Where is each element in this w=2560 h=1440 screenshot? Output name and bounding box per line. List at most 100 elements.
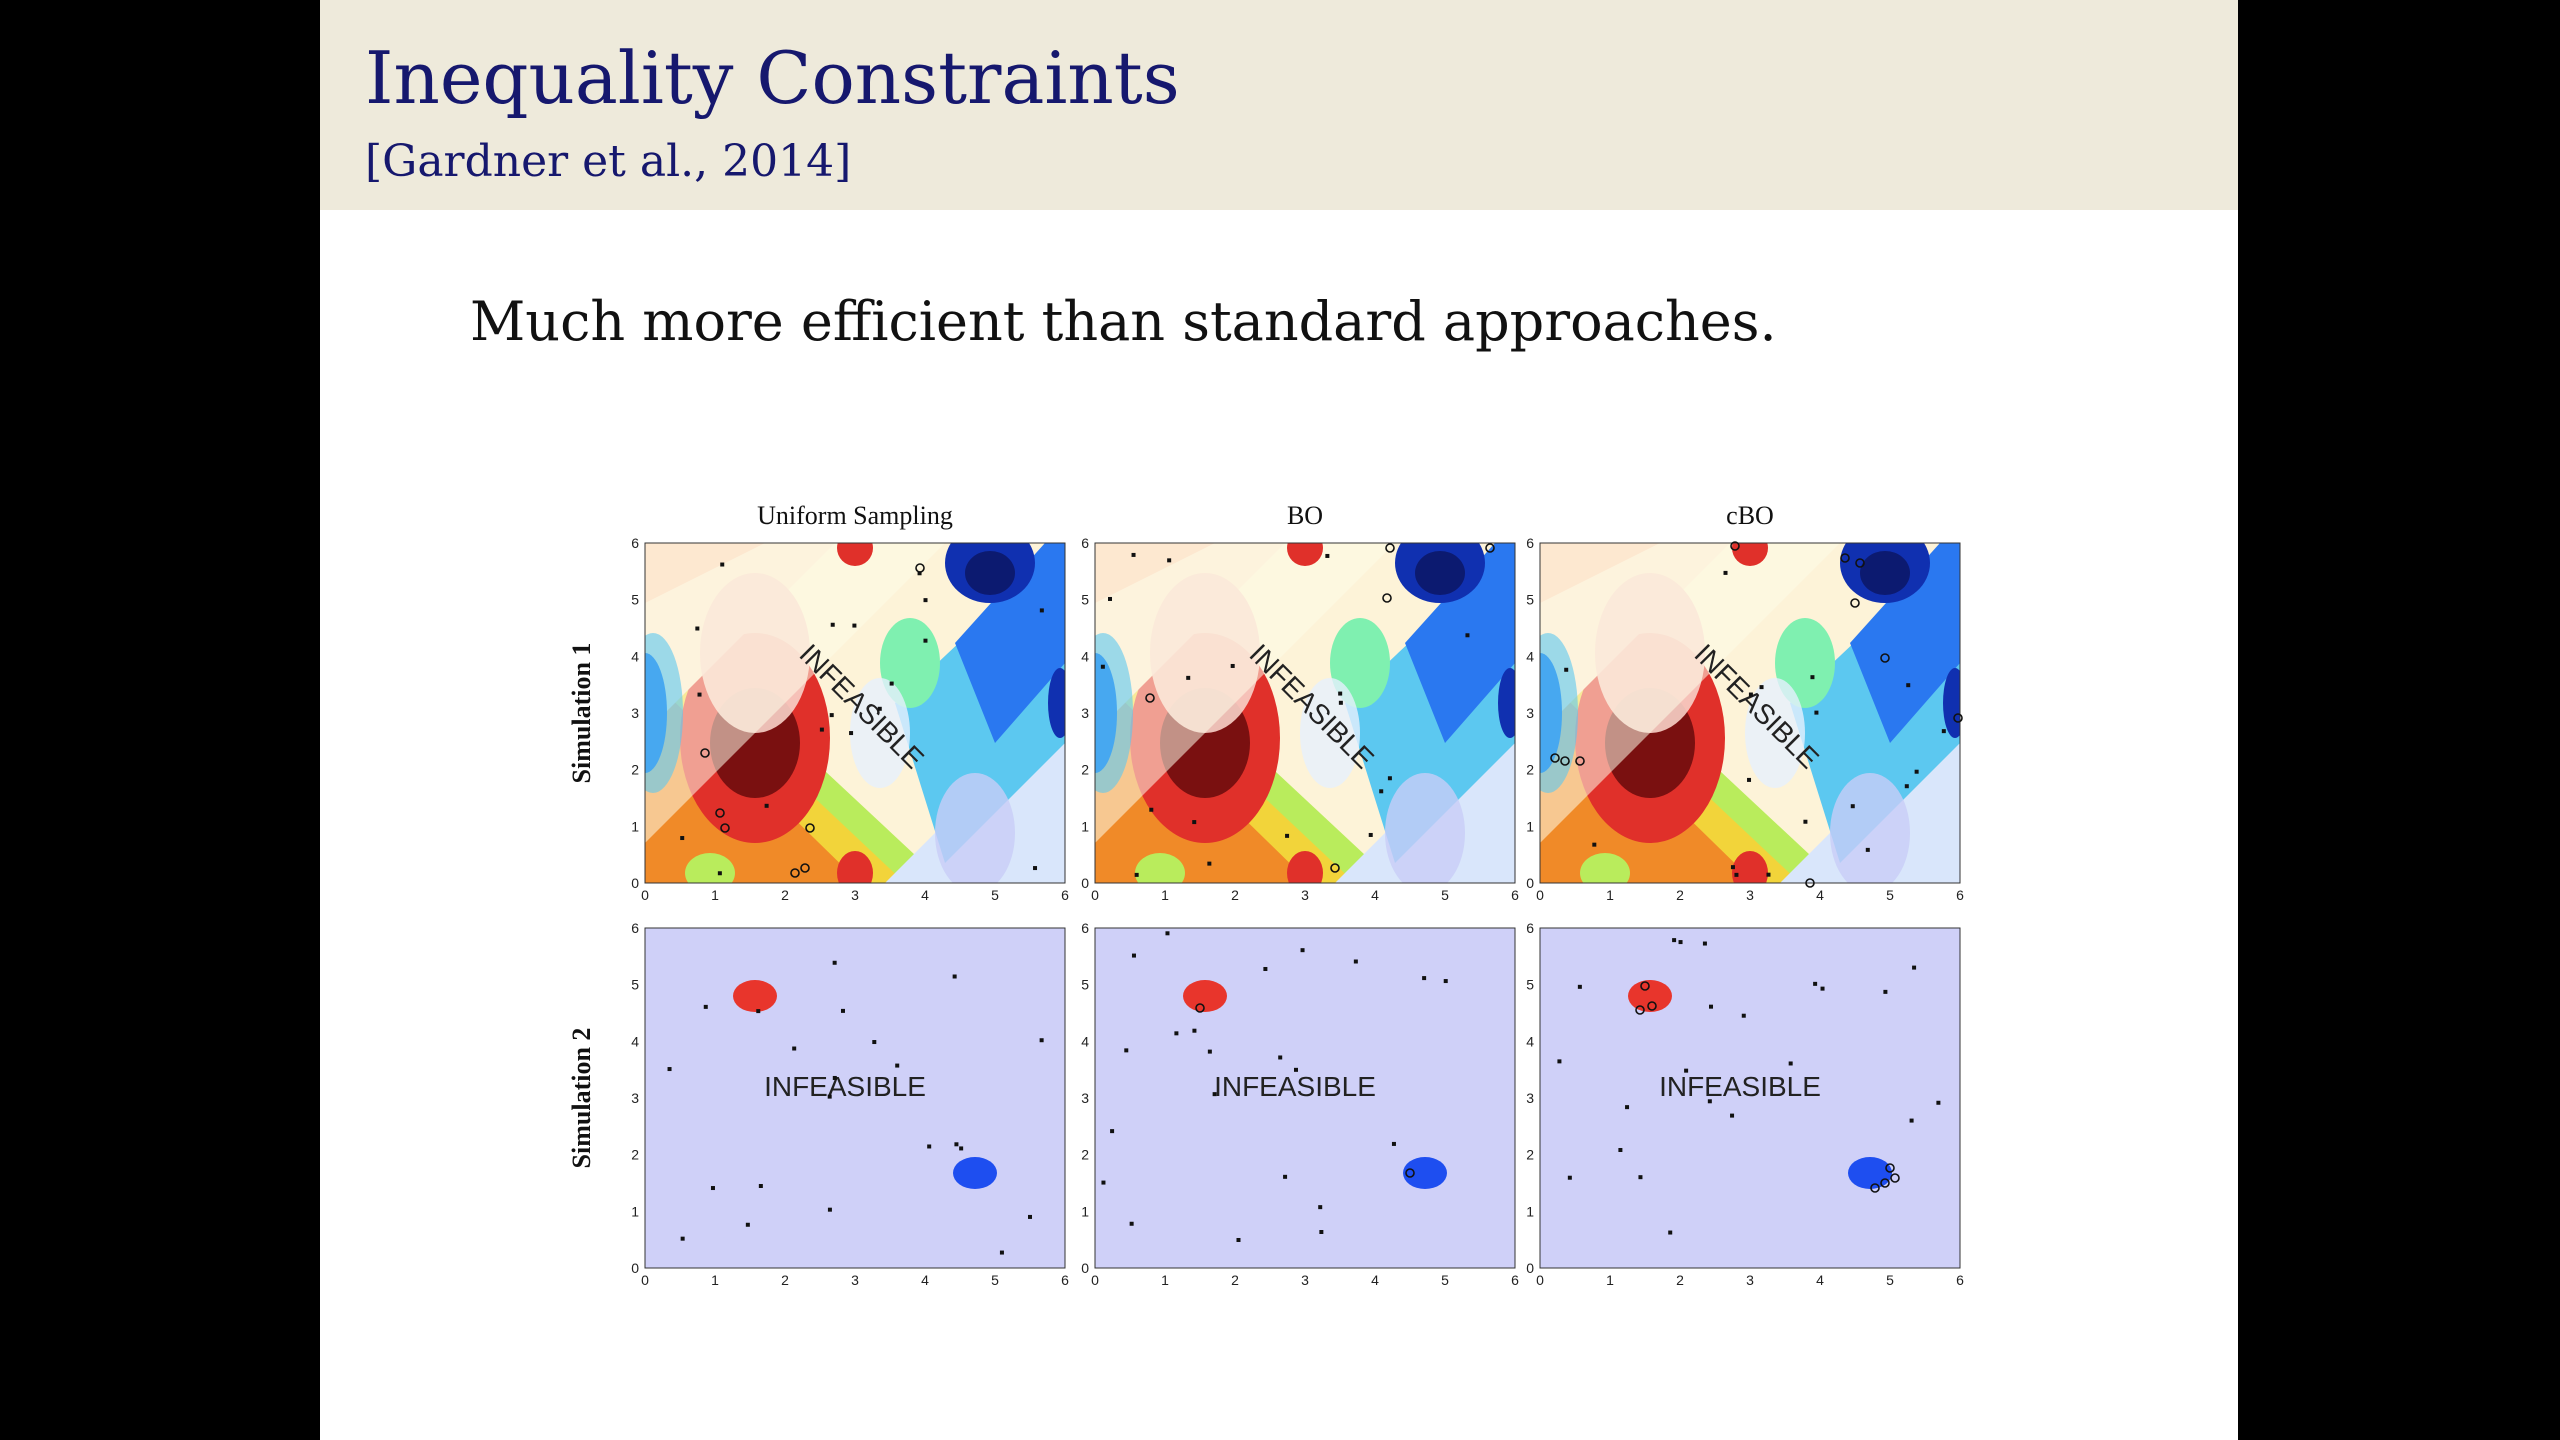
sample-point: [1124, 1048, 1129, 1053]
x-tick-label: 2: [781, 887, 789, 903]
sample-point: [915, 563, 925, 573]
sample-point: [1730, 1113, 1735, 1118]
sample-point: [1625, 1105, 1630, 1110]
sample-point: [1635, 1005, 1645, 1015]
y-tick-label: 3: [1526, 705, 1534, 721]
sample-point: [829, 713, 834, 718]
sample-point: [1338, 691, 1343, 696]
sample-point: [1912, 965, 1917, 970]
sample-point: [1385, 543, 1395, 553]
x-tick-label: 3: [1746, 887, 1754, 903]
sample-point: [1557, 1059, 1562, 1064]
sample-point: [1577, 984, 1582, 989]
y-tick-label: 2: [631, 1147, 639, 1163]
sample-point: [1134, 872, 1139, 877]
contour-fill: [1095, 928, 1515, 1268]
y-tick-label: 5: [1526, 592, 1534, 608]
x-tick-label: 3: [1301, 1272, 1309, 1288]
slide-header: Inequality Constraints [Gardner et al., …: [320, 0, 2238, 210]
infeasible-label: INFEASIBLE: [1214, 1071, 1376, 1102]
sample-point: [1387, 776, 1392, 781]
x-tick-label: 6: [1511, 1272, 1519, 1288]
sample-point: [872, 1040, 877, 1045]
sample-point: [790, 868, 800, 878]
sample-point: [1890, 1173, 1900, 1183]
sample-point: [695, 626, 700, 631]
x-tick-label: 6: [1956, 1272, 1964, 1288]
sample-point: [1880, 1178, 1890, 1188]
sample-point: [717, 871, 722, 876]
sample-point: [1618, 1147, 1623, 1152]
sample-point: [1108, 596, 1113, 601]
y-tick-label: 0: [1526, 875, 1534, 891]
sample-point: [1709, 1004, 1714, 1009]
y-tick-label: 5: [1526, 977, 1534, 993]
sample-point: [1028, 1214, 1033, 1219]
sample-point: [827, 1094, 832, 1099]
x-tick-label: 4: [921, 1272, 929, 1288]
x-tick-label: 2: [781, 1272, 789, 1288]
slide-body-text: Much more efficient than standard approa…: [470, 290, 1777, 353]
sample-point: [1865, 847, 1870, 852]
y-tick-label: 0: [1081, 1260, 1089, 1276]
x-tick-label: 2: [1231, 887, 1239, 903]
sample-point: [1723, 570, 1728, 575]
sample-point: [852, 623, 857, 628]
sample-point: [1186, 675, 1191, 680]
sample-point: [1909, 1118, 1914, 1123]
sample-point: [710, 1186, 715, 1191]
sample-point: [959, 1146, 964, 1151]
sample-point: [703, 1004, 708, 1009]
sample-point: [1207, 1049, 1212, 1054]
y-tick-label: 2: [631, 762, 639, 778]
y-tick-label: 3: [631, 1090, 639, 1106]
x-tick-label: 4: [921, 887, 929, 903]
sample-point: [720, 562, 725, 567]
sample-point: [1855, 558, 1865, 568]
slide-title: Inequality Constraints: [365, 36, 1180, 120]
sample-point: [1192, 1028, 1197, 1033]
sample-point: [1640, 981, 1650, 991]
y-tick-label: 4: [1526, 1033, 1534, 1049]
sample-point: [1668, 1230, 1673, 1235]
x-tick-label: 5: [991, 1272, 999, 1288]
y-tick-label: 1: [1526, 818, 1534, 834]
y-tick-label: 6: [1526, 920, 1534, 936]
x-tick-label: 6: [1956, 887, 1964, 903]
x-tick-label: 1: [711, 1272, 719, 1288]
y-tick-label: 0: [1526, 1260, 1534, 1276]
sample-point: [1741, 1013, 1746, 1018]
sample-point: [1672, 938, 1677, 943]
sample-point: [1368, 832, 1373, 837]
sample-point: [1192, 820, 1197, 825]
x-tick-label: 0: [1536, 1272, 1544, 1288]
sample-point: [1039, 608, 1044, 613]
sample-point: [1293, 1067, 1298, 1072]
sample-point: [1638, 1175, 1643, 1180]
x-tick-label: 6: [1061, 1272, 1069, 1288]
sample-point: [952, 974, 957, 979]
sample-point: [1101, 1180, 1106, 1185]
sample-point: [1131, 953, 1136, 958]
sample-point: [1285, 833, 1290, 838]
sample-point: [832, 960, 837, 965]
sample-point: [720, 823, 730, 833]
x-tick-label: 3: [851, 1272, 859, 1288]
x-tick-label: 2: [1231, 1272, 1239, 1288]
sample-point: [1129, 1221, 1134, 1226]
y-tick-label: 2: [1526, 762, 1534, 778]
sample-point: [1330, 863, 1340, 873]
sample-point: [1278, 1055, 1283, 1060]
sample-point: [1820, 986, 1825, 991]
sample-point: [805, 823, 815, 833]
sample-point: [1443, 979, 1448, 984]
sample-point: [1560, 756, 1570, 766]
sample-point: [1485, 543, 1495, 553]
x-tick-label: 5: [1441, 1272, 1449, 1288]
infeasible-label: INFEASIBLE: [764, 1071, 926, 1102]
sample-point: [1033, 866, 1038, 871]
